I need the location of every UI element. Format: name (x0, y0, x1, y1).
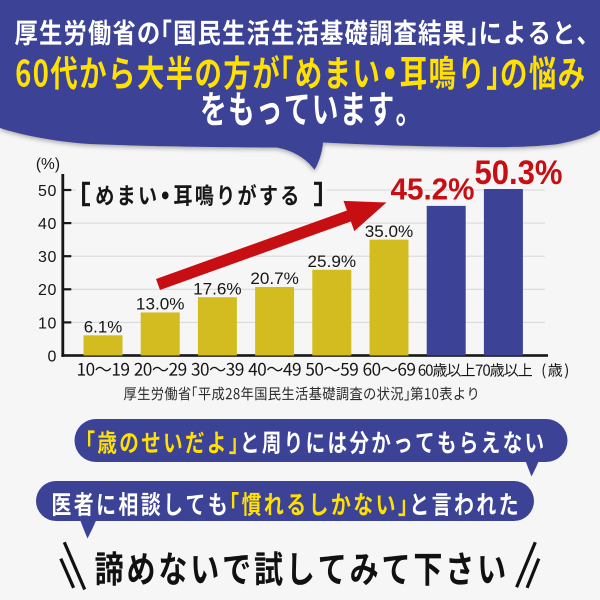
svg-text:25.9%: 25.9% (308, 252, 357, 271)
svg-text:35.0%: 35.0% (365, 222, 414, 241)
svg-text:10: 10 (38, 315, 57, 332)
svg-text:17.6%: 17.6% (193, 279, 242, 298)
svg-text:50: 50 (38, 183, 57, 200)
svg-text:30: 30 (38, 249, 57, 266)
svg-text:13.0%: 13.0% (136, 295, 185, 314)
svg-text:(%): (%) (36, 156, 60, 173)
svg-text:6.1%: 6.1% (84, 317, 123, 336)
svg-text:40: 40 (38, 216, 57, 233)
svg-text:50.3%: 50.3% (475, 154, 563, 192)
svg-text:0: 0 (48, 348, 58, 365)
svg-text:45.2%: 45.2% (391, 172, 475, 207)
svg-text:20: 20 (38, 282, 57, 299)
svg-text:20.7%: 20.7% (250, 269, 299, 288)
